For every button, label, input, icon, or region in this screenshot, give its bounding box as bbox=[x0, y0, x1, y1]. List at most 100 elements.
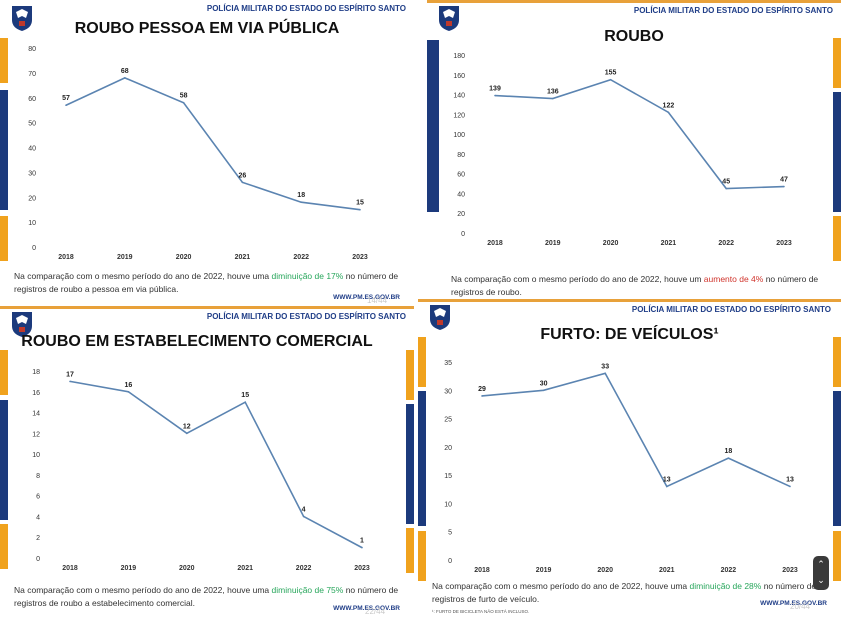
agency-name: POLÍCIA MILITAR DO ESTADO DO ESPÍRITO SA… bbox=[206, 312, 406, 321]
y-tick-label: 35 bbox=[444, 360, 452, 367]
caption-text: Na comparação com o mesmo período do ano… bbox=[432, 581, 690, 591]
data-label: 29 bbox=[478, 386, 486, 393]
line-chart: 0 10 20 30 40 50 60 70 80 2018 2019 2020 2021 2022 202… bbox=[28, 46, 368, 261]
data-point bbox=[244, 401, 246, 403]
footnote: ¹: FURTO DE BICICLETA NÃO ESTÁ INCLUSO. bbox=[432, 609, 530, 614]
caption-text: Na comparação com o mesmo período do ano… bbox=[14, 585, 272, 595]
page-number: 22/44 bbox=[365, 607, 386, 616]
data-label: 4 bbox=[302, 506, 306, 513]
series-line bbox=[65, 76, 361, 211]
scroll-down-icon[interactable]: ⌄ bbox=[817, 575, 825, 585]
x-tick-label: 2019 bbox=[545, 240, 561, 247]
data-label: 30 bbox=[540, 380, 548, 387]
caption-highlight: diminuição de 75% bbox=[271, 585, 344, 595]
website-url[interactable]: WWW.PM.ES.GOV.BR bbox=[333, 294, 400, 301]
data-label: 57 bbox=[62, 95, 70, 102]
x-tick-label: 2018 bbox=[474, 567, 490, 574]
data-label: 45 bbox=[722, 179, 730, 186]
x-tick-label: 2023 bbox=[776, 240, 792, 247]
caption-text: Na comparação com o mesmo período do ano… bbox=[451, 274, 704, 284]
data-label: 155 bbox=[605, 70, 617, 77]
y-tick-label: 0 bbox=[461, 231, 465, 238]
series-line bbox=[481, 372, 791, 488]
data-point bbox=[667, 111, 670, 114]
x-tick-label: 2021 bbox=[235, 254, 251, 261]
agency-name: POLÍCIA MILITAR DO ESTADO DO ESPÍRITO SA… bbox=[631, 305, 831, 314]
caption-highlight: diminuição de 17% bbox=[271, 271, 344, 281]
y-tick-label: 60 bbox=[28, 96, 36, 103]
y-tick-label: 40 bbox=[457, 191, 465, 198]
side-bar-right bbox=[833, 92, 841, 212]
x-tick-label: 2022 bbox=[296, 565, 312, 572]
data-point bbox=[186, 432, 188, 435]
data-label: 136 bbox=[547, 89, 559, 96]
side-bar-left bbox=[0, 400, 8, 520]
x-tick-label: 2022 bbox=[718, 240, 734, 247]
x-tick-label: 2018 bbox=[58, 254, 74, 261]
website-url[interactable]: WWW.PM.ES.GOV.BR bbox=[333, 605, 400, 612]
data-point bbox=[666, 485, 668, 488]
y-tick-label: 30 bbox=[444, 388, 452, 395]
y-tick-label: 10 bbox=[444, 501, 452, 508]
caption-text: no número de registros de furto de veícu… bbox=[432, 581, 817, 604]
y-tick-label: 2 bbox=[36, 535, 40, 542]
side-bar-right bbox=[406, 350, 414, 400]
side-bar-left bbox=[418, 337, 426, 387]
y-tick-label: 20 bbox=[444, 445, 452, 452]
y-tick-label: 10 bbox=[28, 220, 36, 227]
data-label: 16 bbox=[125, 382, 133, 389]
data-point bbox=[783, 185, 785, 188]
side-bar-left bbox=[0, 90, 8, 210]
y-tick-label: 30 bbox=[28, 170, 36, 177]
chart-caption: Na comparação com o mesmo período do ano… bbox=[14, 584, 400, 610]
y-tick-label: 50 bbox=[28, 121, 36, 128]
data-label: 15 bbox=[356, 200, 364, 207]
data-label: 18 bbox=[297, 192, 305, 199]
x-tick-label: 2019 bbox=[121, 565, 137, 572]
side-bar-right bbox=[406, 528, 414, 573]
data-point bbox=[127, 390, 130, 393]
chart-caption: Na comparação com o mesmo período do ano… bbox=[451, 273, 827, 299]
data-point bbox=[727, 457, 730, 459]
line-chart: 0 5 10 15 20 25 30 35 2018 2019 2020 2021 2022 2023 29… bbox=[444, 360, 798, 574]
side-bar-left bbox=[418, 391, 426, 526]
y-tick-label: 10 bbox=[32, 452, 40, 459]
y-tick-label: 4 bbox=[36, 514, 40, 521]
slide-roubo: POLÍCIA MILITAR DO ESTADO DO ESPÍRITO SA… bbox=[427, 0, 841, 305]
x-tick-label: 2020 bbox=[179, 565, 195, 572]
y-tick-label: 20 bbox=[28, 195, 36, 202]
y-tick-label: 12 bbox=[32, 431, 40, 438]
x-tick-label: 2023 bbox=[352, 254, 368, 261]
data-label: 139 bbox=[489, 86, 501, 93]
y-tick-label: 18 bbox=[32, 369, 40, 376]
line-chart: 0 20 40 60 80 100 120 140 160 180 2018 2019 2020 2021… bbox=[453, 53, 792, 247]
y-tick-label: 100 bbox=[453, 132, 465, 139]
data-label: 68 bbox=[121, 68, 129, 75]
scroll-up-icon[interactable]: ⌃ bbox=[817, 559, 825, 569]
side-bar-right bbox=[833, 216, 841, 261]
x-tick-label: 2019 bbox=[117, 254, 133, 261]
page-number: 14/44 bbox=[367, 296, 388, 305]
data-label: 12 bbox=[183, 423, 191, 430]
data-label: 13 bbox=[663, 476, 671, 483]
top-divider bbox=[418, 299, 841, 302]
y-tick-label: 14 bbox=[32, 411, 40, 418]
pmes-badge-icon bbox=[12, 312, 32, 337]
y-tick-label: 80 bbox=[457, 152, 465, 159]
x-tick-label: 2018 bbox=[487, 240, 503, 247]
slide-roubo-pessoa: POLÍCIA MILITAR DO ESTADO DO ESPÍRITO SA… bbox=[0, 0, 414, 305]
pmes-badge-icon bbox=[439, 6, 459, 31]
data-point bbox=[65, 104, 67, 107]
data-point bbox=[361, 546, 363, 549]
pmes-badge-icon bbox=[430, 305, 450, 330]
website-url[interactable]: WWW.PM.ES.GOV.BR bbox=[760, 600, 827, 607]
chart-title: ROUBO bbox=[604, 28, 664, 45]
y-tick-label: 20 bbox=[457, 211, 465, 218]
x-tick-label: 2022 bbox=[293, 254, 309, 261]
y-tick-label: 6 bbox=[36, 494, 40, 501]
data-label: 47 bbox=[780, 177, 788, 184]
data-label: 15 bbox=[241, 392, 249, 399]
chart-title: FURTO: DE VEÍCULOS¹ bbox=[540, 326, 719, 343]
data-label: 1 bbox=[360, 538, 364, 545]
